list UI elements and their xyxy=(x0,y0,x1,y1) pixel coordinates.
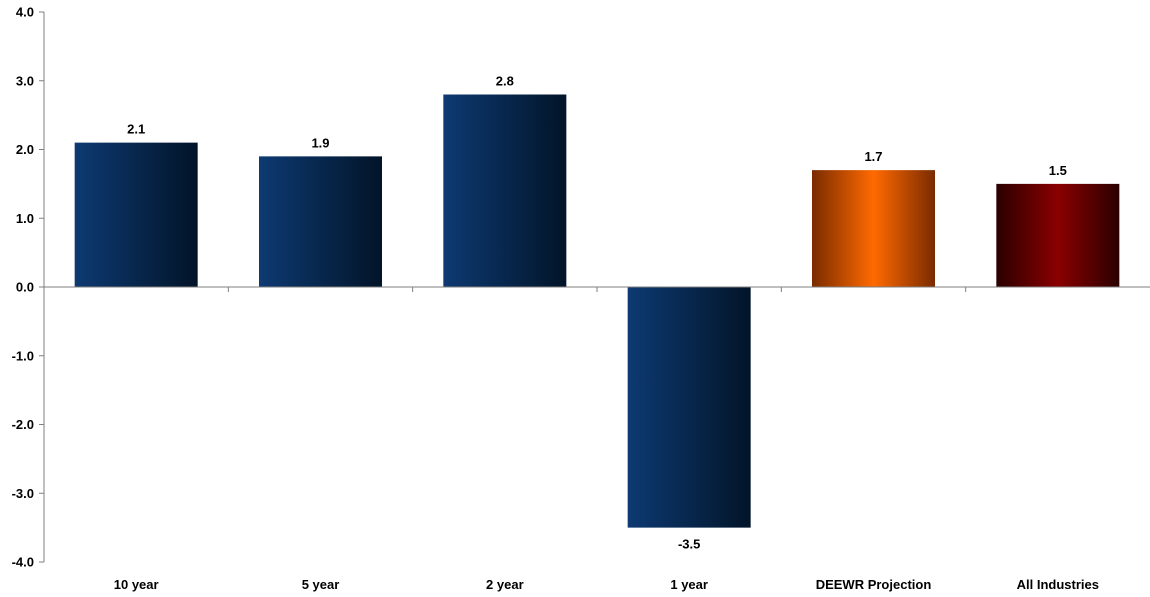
y-tick-label: 3.0 xyxy=(16,73,34,88)
data-label: 1.5 xyxy=(1049,163,1067,178)
y-tick-label: -4.0 xyxy=(12,555,34,570)
x-tick-label: All Industries xyxy=(1017,577,1099,592)
y-tick-label: 2.0 xyxy=(16,142,34,157)
bar xyxy=(259,156,382,287)
data-labels: 2.1 1.9 2.8 -3.5 1.7 1.5 xyxy=(127,74,1067,552)
data-label: 2.1 xyxy=(127,122,145,137)
bar xyxy=(443,94,567,287)
x-tick-label: 2 year xyxy=(486,577,524,592)
data-label: -3.5 xyxy=(678,537,700,552)
x-tick-label: DEEWR Projection xyxy=(816,577,932,592)
bar xyxy=(996,183,1120,287)
bar xyxy=(812,170,935,287)
y-tick-label: -3.0 xyxy=(12,486,34,501)
y-axis-tick-labels: 4.0 3.0 2.0 1.0 0.0 -1.0 -2.0 -3.0 -4.0 xyxy=(12,5,34,570)
y-tick-label: -1.0 xyxy=(12,348,34,363)
data-label: 1.7 xyxy=(864,149,882,164)
y-tick-label: -2.0 xyxy=(12,417,34,432)
x-tick-label: 5 year xyxy=(302,577,340,592)
data-label: 1.9 xyxy=(311,135,329,150)
y-tick-label: 1.0 xyxy=(16,211,34,226)
bar xyxy=(627,287,751,528)
bar xyxy=(74,142,198,287)
bars xyxy=(74,94,1120,528)
axes xyxy=(39,11,1150,563)
y-tick-label: 0.0 xyxy=(16,280,34,295)
x-tick-label: 10 year xyxy=(114,577,159,592)
y-tick-label: 4.0 xyxy=(16,5,34,20)
data-label: 2.8 xyxy=(496,74,514,89)
x-axis-tick-labels: 10 year 5 year 2 year 1 year DEEWR Projectio… xyxy=(114,577,1099,592)
x-tick-label: 1 year xyxy=(670,577,708,592)
